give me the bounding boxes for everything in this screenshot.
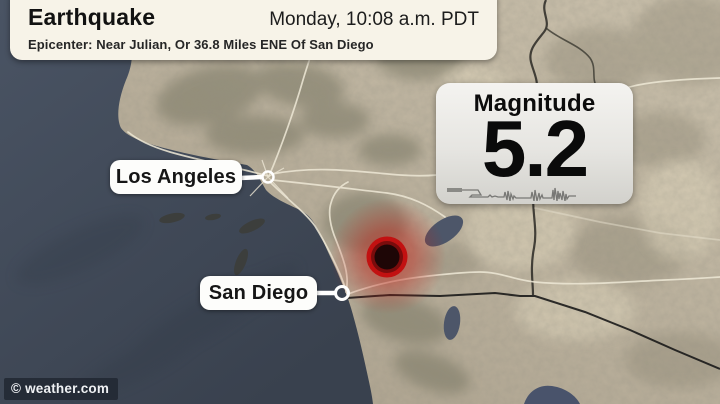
san-diego-ring [334, 285, 350, 301]
river-branch [545, 27, 598, 89]
magnitude-value: 5.2 [481, 104, 589, 193]
epicenter-marker [330, 198, 446, 314]
header-panel: Earthquake Monday, 10:08 a.m. PDT Epicen… [10, 0, 497, 60]
channel-islands [159, 212, 265, 276]
magnitude-label: Magnitude [473, 90, 596, 117]
label-pointers [239, 170, 350, 301]
map-label-los-angeles: Los Angeles [110, 160, 242, 194]
watermark: © weather.com [4, 378, 119, 400]
header-datetime: Monday, 10:08 a.m. PDT [269, 9, 479, 30]
map-label-san-diego: San Diego [200, 276, 317, 310]
magnitude-panel: Magnitude 5.2 [436, 83, 633, 204]
epicenter-core [374, 244, 400, 270]
seismograph-icon [447, 187, 576, 201]
los-angeles-ring [261, 170, 275, 184]
laguna-salada [443, 306, 461, 340]
gulf-tip [524, 385, 580, 404]
epicenter-subtitle: Epicenter: Near Julian, Or 36.8 Miles EN… [28, 37, 374, 52]
los-angeles-pointer [239, 174, 263, 181]
la-freeway-hub [249, 159, 289, 199]
page-title: Earthquake [28, 4, 156, 30]
